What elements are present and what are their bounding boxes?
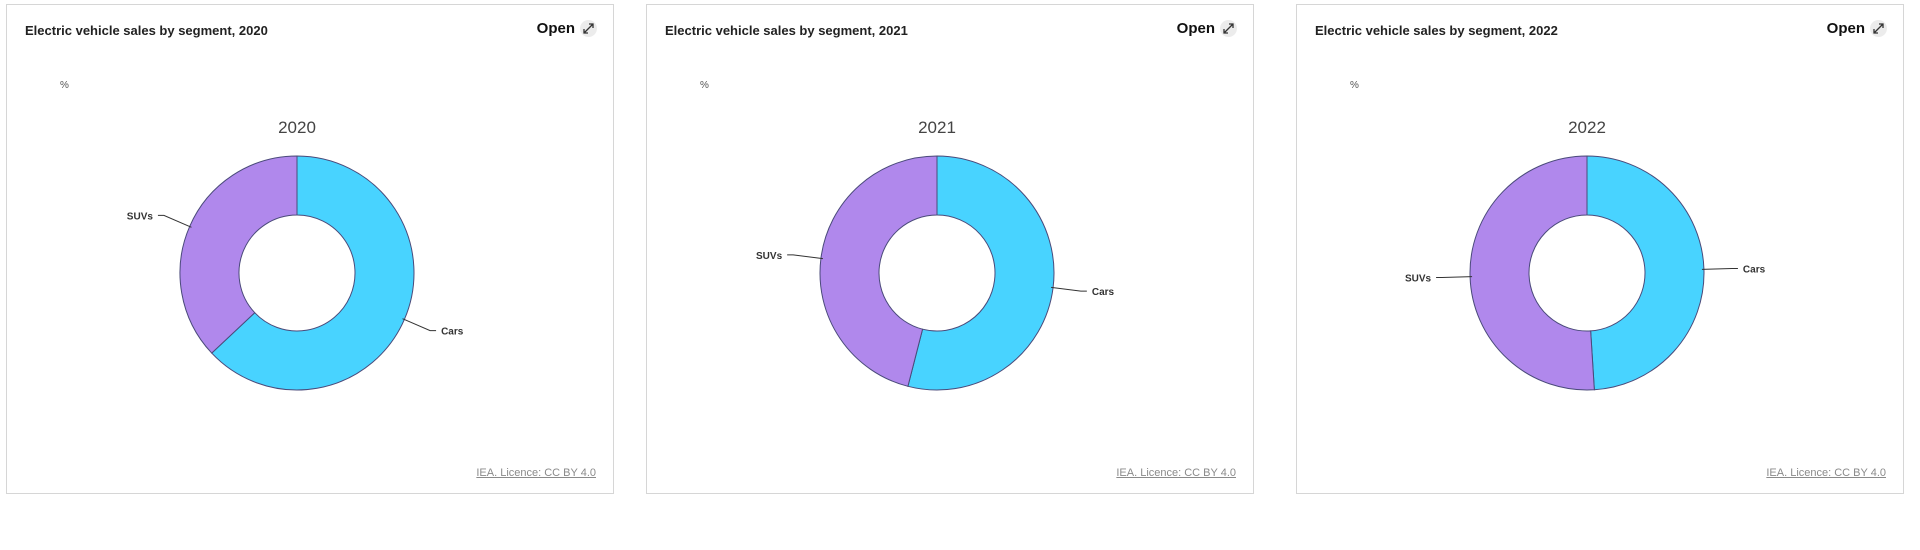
chart-card-2022: Electric vehicle sales by segment, 2022 … <box>1296 4 1904 494</box>
data-label-suvs: SUVs <box>127 211 154 222</box>
unit-label: % <box>1350 80 1359 91</box>
card-title: Electric vehicle sales by segment, 2021 <box>665 23 908 38</box>
expand-arrows-icon <box>1220 20 1237 37</box>
chart-title: 2020 <box>278 118 316 137</box>
data-label-suvs: SUVs <box>1405 274 1432 285</box>
open-button[interactable]: Open <box>537 20 597 37</box>
label-connector <box>1701 267 1738 270</box>
data-label-suvs: SUVs <box>756 251 783 262</box>
donut-slice-cars[interactable] <box>211 155 415 391</box>
label-connector <box>157 214 192 228</box>
chart-card-2021: Electric vehicle sales by segment, 2021 … <box>646 4 1254 494</box>
expand-arrows-icon <box>580 20 597 37</box>
open-button[interactable]: Open <box>1177 20 1237 37</box>
donut-slice-cars[interactable] <box>1586 155 1705 391</box>
open-button[interactable]: Open <box>1827 20 1887 37</box>
chart-title: 2022 <box>1568 118 1606 137</box>
donut-slice-cars[interactable] <box>907 155 1055 391</box>
label-connector <box>402 318 437 332</box>
donut-slice-suvs[interactable] <box>819 155 938 387</box>
open-label: Open <box>536 20 575 37</box>
expand-arrows-icon <box>1870 20 1887 37</box>
licence-link[interactable]: IEA. Licence: CC BY 4.0 <box>476 467 596 479</box>
chart-card-2020: Electric vehicle sales by segment, 2020 … <box>6 4 614 494</box>
donut-chart: 2022 Cars SUVs <box>1405 118 1766 391</box>
donut-slice-suvs[interactable] <box>179 155 298 354</box>
chart-title: 2021 <box>918 118 956 137</box>
open-label: Open <box>1176 20 1215 37</box>
card-title: Electric vehicle sales by segment, 2020 <box>25 23 268 38</box>
donut-slice-suvs[interactable] <box>1469 155 1595 391</box>
data-label-cars: Cars <box>1743 264 1766 275</box>
open-label: Open <box>1826 20 1865 37</box>
unit-label: % <box>700 80 709 91</box>
data-label-cars: Cars <box>1092 287 1115 298</box>
donut-chart: 2021 Cars SUVs <box>756 118 1115 391</box>
data-label-cars: Cars <box>441 327 464 338</box>
licence-link[interactable]: IEA. Licence: CC BY 4.0 <box>1116 467 1236 479</box>
card-title: Electric vehicle sales by segment, 2022 <box>1315 23 1558 38</box>
donut-chart: 2020 Cars SUVs <box>127 118 464 391</box>
licence-link[interactable]: IEA. Licence: CC BY 4.0 <box>1766 467 1886 479</box>
unit-label: % <box>60 80 69 91</box>
label-connector <box>787 254 823 260</box>
label-connector <box>1436 276 1473 279</box>
label-connector <box>1051 286 1087 292</box>
